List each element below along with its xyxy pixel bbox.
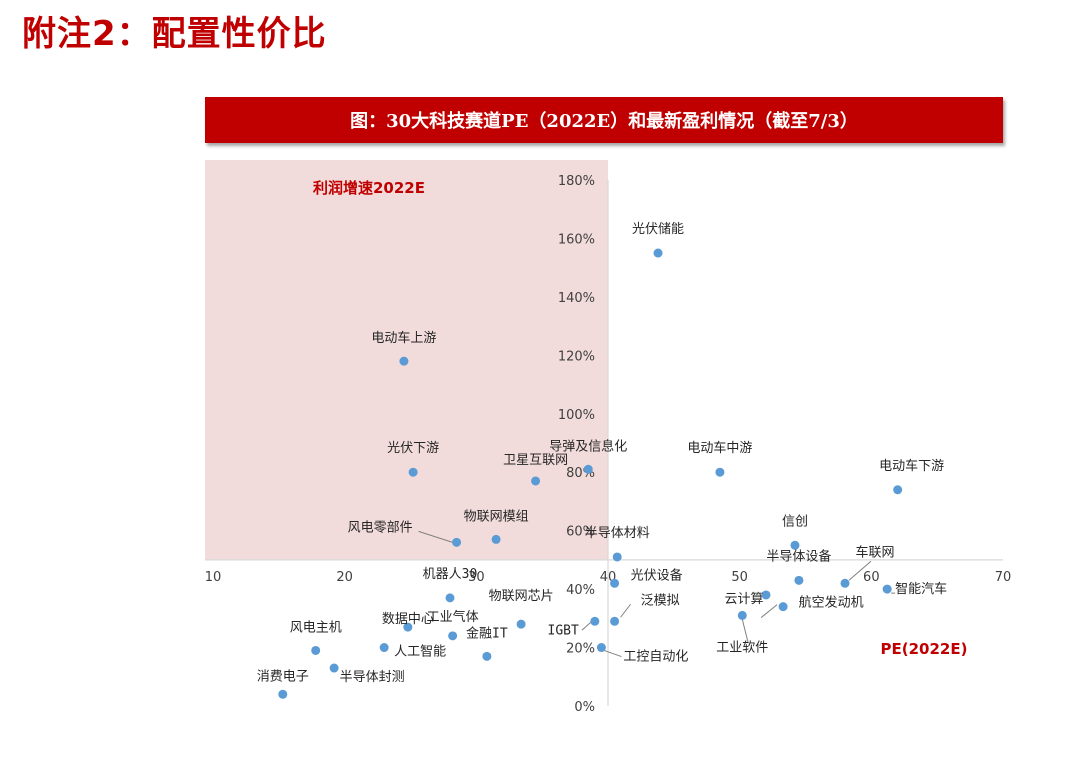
data-point <box>491 534 501 544</box>
y-tick-label: 100% <box>558 408 595 423</box>
data-point <box>516 619 526 629</box>
data-point <box>408 467 418 477</box>
data-label: 物联网模组 <box>464 509 529 524</box>
data-label: 电动车下游 <box>879 458 944 474</box>
data-label: 智能汽车 <box>895 581 947 597</box>
data-label: 云计算 <box>724 592 763 607</box>
data-label: 半导体材料 <box>585 526 650 541</box>
data-point <box>379 643 389 653</box>
x-tick-label: 30 <box>468 570 485 585</box>
data-point <box>610 616 620 626</box>
data-label: 物联网芯片 <box>489 589 554 604</box>
x-tick-label: 50 <box>731 570 748 585</box>
data-point <box>761 590 771 600</box>
data-point <box>778 602 788 612</box>
y-tick-label: 120% <box>558 349 595 364</box>
data-label: 风电主机 <box>290 620 342 635</box>
data-point <box>452 537 462 547</box>
data-label: 电动车中游 <box>687 440 752 456</box>
data-label: 信创 <box>782 514 808 529</box>
data-label: 卫星互联网 <box>503 453 568 468</box>
leader-line <box>620 603 631 618</box>
y-tick-label: 140% <box>558 291 595 306</box>
data-point <box>403 622 413 632</box>
data-point <box>311 645 321 655</box>
data-label: 金融IT <box>466 625 508 641</box>
data-label: 车联网 <box>855 544 894 560</box>
leader-line <box>848 560 872 581</box>
data-point <box>583 464 593 474</box>
data-label: 泛模拟 <box>641 593 680 608</box>
data-label: 人工智能 <box>394 645 446 660</box>
y-tick-label: 160% <box>558 232 595 247</box>
data-point <box>329 663 339 673</box>
y-tick-label: 180% <box>558 174 595 189</box>
data-point <box>445 593 455 603</box>
data-label: 航空发动机 <box>799 595 864 611</box>
data-point <box>448 631 458 641</box>
data-point <box>399 356 409 366</box>
y-tick-label: 20% <box>566 642 595 657</box>
data-label: 导弹及信息化 <box>549 438 627 454</box>
y-tick-label: 60% <box>566 525 595 540</box>
x-axis-title: PE(2022E) <box>881 640 968 658</box>
y-tick-label: 40% <box>566 583 595 598</box>
data-label: 风电零部件 <box>348 520 413 535</box>
data-point <box>790 540 800 550</box>
data-label: 数据中心 <box>382 612 434 627</box>
chart-title-banner: 图：30大科技赛道PE（2022E）和最新盈利情况（截至7/3） <box>205 97 1003 143</box>
data-label: 工控自动化 <box>623 650 688 665</box>
data-label: 半导体封测 <box>340 670 405 685</box>
data-point <box>715 467 725 477</box>
data-point <box>610 578 620 588</box>
data-point <box>737 610 747 620</box>
leader-line <box>760 604 778 619</box>
data-label: IGBT <box>548 623 579 638</box>
data-point <box>840 578 850 588</box>
leader-line <box>604 650 622 658</box>
data-label: 光伏储能 <box>632 222 684 237</box>
page-heading: 附注2：配置性价比 <box>22 14 327 54</box>
leader-line <box>581 621 592 631</box>
y-tick-label: 0% <box>574 700 595 715</box>
data-point <box>794 575 804 585</box>
data-point <box>278 689 288 699</box>
data-label: 工业气体 <box>427 609 479 625</box>
leader-line <box>418 530 453 543</box>
data-point <box>482 651 492 661</box>
data-label: 光伏下游 <box>387 441 439 456</box>
data-label: 机器人30 <box>423 567 478 582</box>
data-label: 电动车上游 <box>371 330 436 346</box>
chart-title: 图：30大科技赛道PE（2022E）和最新盈利情况（截至7/3） <box>350 111 858 132</box>
data-point <box>893 485 903 495</box>
data-point <box>596 643 606 653</box>
leader-line <box>741 619 749 644</box>
x-tick-label: 70 <box>995 570 1012 585</box>
data-point <box>612 552 622 562</box>
data-label: 光伏设备 <box>631 567 683 583</box>
x-tick-label: 60 <box>863 570 880 585</box>
data-label: 消费电子 <box>257 669 309 684</box>
data-label: 半导体设备 <box>766 548 831 564</box>
x-tick-label: 20 <box>336 570 353 585</box>
data-point <box>653 248 663 258</box>
data-point <box>531 476 541 486</box>
data-point <box>882 584 892 594</box>
data-label: 工业软件 <box>716 640 768 655</box>
y-axis-title: 利润增速2022E <box>313 179 425 197</box>
data-point <box>590 616 600 626</box>
x-tick-label: 10 <box>205 570 222 585</box>
